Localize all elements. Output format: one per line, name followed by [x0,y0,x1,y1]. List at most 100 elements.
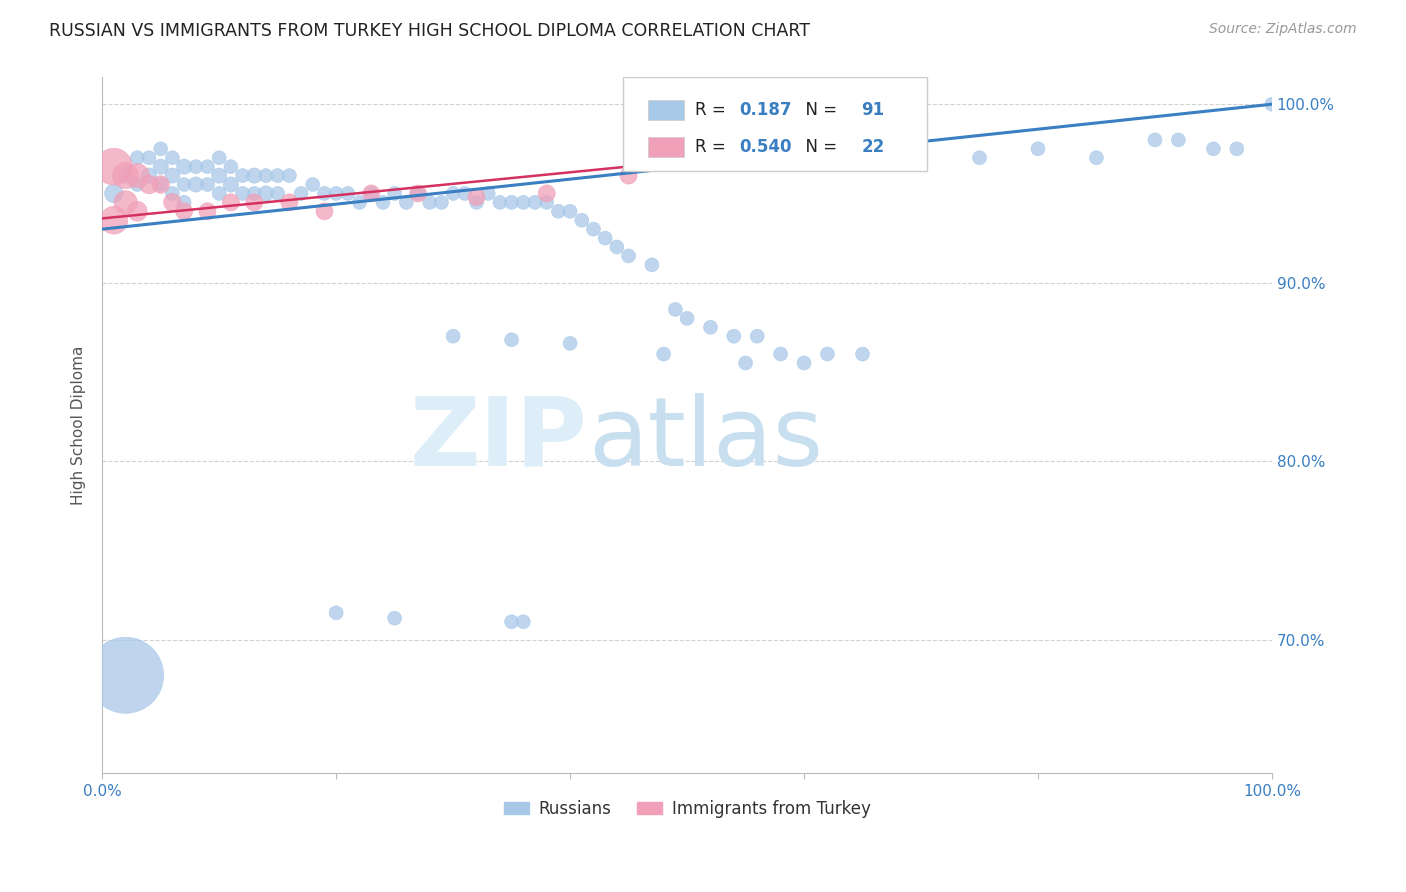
Point [652,347,675,361]
Point [149,178,172,192]
FancyBboxPatch shape [623,78,927,171]
Point [197,160,219,174]
Point [360,186,382,201]
Point [699,320,721,334]
Text: 0.187: 0.187 [740,101,792,119]
Point [127,178,149,192]
Point [278,169,301,183]
Point [243,186,266,201]
Point [641,258,664,272]
Text: N =: N = [794,138,842,156]
Point [558,336,581,351]
Point [524,195,547,210]
Point [793,356,815,370]
Point [969,151,991,165]
Point [162,186,184,201]
Point [384,611,406,625]
Point [617,249,640,263]
Point [419,195,441,210]
Point [769,347,792,361]
Point [477,186,499,201]
Point [184,178,207,192]
Point [734,151,756,165]
Text: RUSSIAN VS IMMIGRANTS FROM TURKEY HIGH SCHOOL DIPLOMA CORRELATION CHART: RUSSIAN VS IMMIGRANTS FROM TURKEY HIGH S… [49,22,810,40]
Point [208,151,231,165]
Point [1226,142,1249,156]
Point [465,195,488,210]
Point [254,169,277,183]
Point [734,356,756,370]
Point [301,178,323,192]
Point [219,160,242,174]
Point [138,151,160,165]
Point [571,213,593,227]
Point [127,169,149,183]
Point [325,606,347,620]
Legend: Russians, Immigrants from Turkey: Russians, Immigrants from Turkey [496,793,877,824]
Point [219,178,242,192]
Point [197,178,219,192]
Point [149,142,172,156]
Text: R =: R = [695,101,731,119]
Point [430,195,453,210]
Point [243,195,266,210]
Point [501,195,523,210]
Text: 0.540: 0.540 [740,138,792,156]
Point [406,186,429,201]
Point [395,195,418,210]
Point [127,204,149,219]
Point [232,186,254,201]
Text: 91: 91 [862,101,884,119]
Point [162,195,184,210]
Point [910,151,932,165]
Point [103,160,125,174]
Point [173,195,195,210]
Point [162,169,184,183]
Point [325,186,347,201]
Point [454,186,477,201]
Point [114,169,136,183]
Point [536,195,558,210]
Point [371,195,394,210]
Point [290,186,312,201]
Point [441,186,464,201]
Point [1085,151,1108,165]
Point [851,151,873,165]
Point [173,178,195,192]
Point [114,195,136,210]
Point [1143,133,1166,147]
Point [149,178,172,192]
Point [501,333,523,347]
Point [266,186,288,201]
Point [512,195,534,210]
Point [489,195,512,210]
Point [184,160,207,174]
Point [593,231,616,245]
Point [851,347,873,361]
Point [1167,133,1189,147]
Point [336,186,359,201]
Point [676,311,699,326]
Point [536,186,558,201]
Point [617,169,640,183]
Text: N =: N = [794,101,842,119]
Bar [648,100,683,120]
Point [173,160,195,174]
Point [254,186,277,201]
Point [127,151,149,165]
Point [208,186,231,201]
Text: 22: 22 [862,138,884,156]
Point [149,160,172,174]
Point [219,195,242,210]
Point [243,169,266,183]
Point [384,186,406,201]
Y-axis label: High School Diploma: High School Diploma [72,346,86,505]
Point [314,204,336,219]
Point [406,186,429,201]
Point [266,169,288,183]
Point [278,195,301,210]
Point [441,329,464,343]
Point [1202,142,1225,156]
Text: Source: ZipAtlas.com: Source: ZipAtlas.com [1209,22,1357,37]
Point [103,213,125,227]
